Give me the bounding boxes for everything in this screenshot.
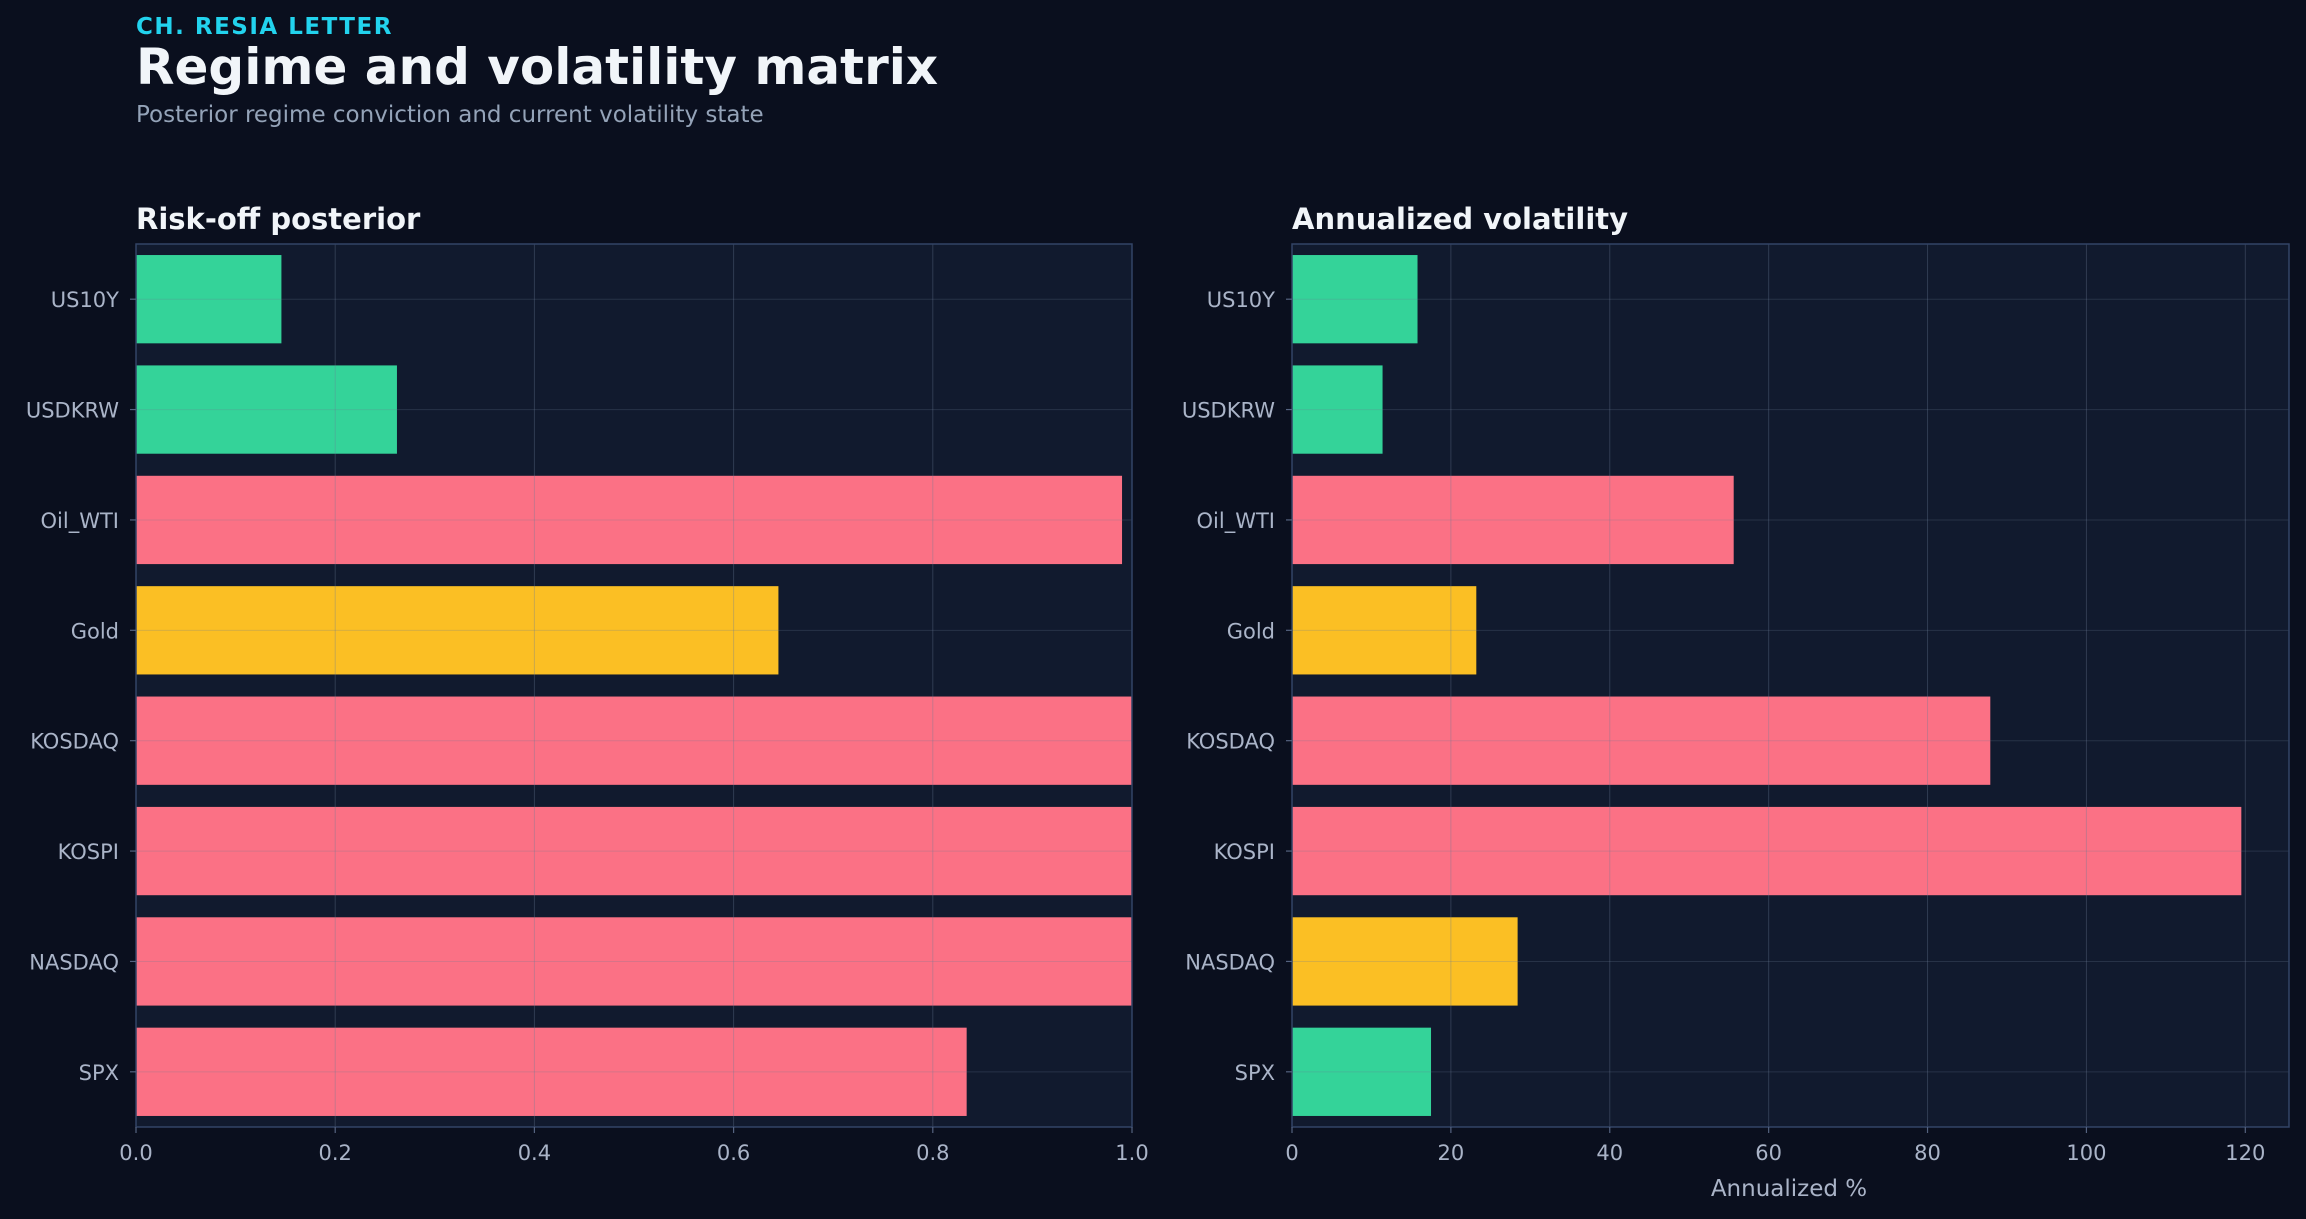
category-label: KOSPI [1214, 840, 1275, 864]
x-tick-label: 0 [1285, 1141, 1298, 1165]
page-subtitle: Posterior regime conviction and current … [136, 102, 764, 128]
category-label: KOSDAQ [30, 730, 119, 754]
kicker-label: CH. RESIA LETTER [136, 14, 393, 40]
category-label: US10Y [51, 288, 119, 312]
category-label: KOSDAQ [1186, 730, 1275, 754]
bar-us10y [1292, 255, 1418, 344]
bar-kospi [1292, 806, 2242, 896]
x-tick-label: 20 [1438, 1141, 1465, 1165]
x-axis-label: Annualized % [1711, 1176, 1867, 1202]
x-tick-label: 0.0 [119, 1141, 152, 1165]
bar-gold [1292, 586, 1477, 675]
x-tick-label: 40 [1596, 1141, 1623, 1165]
chart-title: Risk-off posterior [136, 202, 421, 236]
category-label: NASDAQ [1185, 950, 1275, 974]
category-label: KOSPI [58, 840, 119, 864]
x-tick-label: 0.2 [318, 1141, 351, 1165]
x-tick-label: 60 [1755, 1141, 1782, 1165]
bar-usdkrw [136, 365, 397, 454]
x-tick-label: 0.6 [717, 1141, 750, 1165]
chart-risk-off-posterior: Risk-off posterior US10Y USDKRW Oil_WTI Gol… [26, 202, 1149, 1165]
category-label: Gold [71, 619, 119, 643]
category-label: US10Y [1207, 288, 1275, 312]
chart-annualized-volatility: Annualized volatility Annualized % US10Y… [1182, 202, 2290, 1202]
x-tick-label: 1.0 [1115, 1141, 1148, 1165]
bar-usdkrw [1292, 365, 1383, 454]
category-label: SPX [79, 1061, 119, 1085]
category-label: Gold [1227, 619, 1275, 643]
plot-frame [135, 243, 1133, 1128]
x-tick-label: 80 [1914, 1141, 1941, 1165]
bar-kosdaq [136, 696, 1132, 785]
x-tick-label: 0.8 [916, 1141, 949, 1165]
category-label: SPX [1235, 1061, 1275, 1085]
category-label: Oil_WTI [1197, 509, 1275, 534]
plot-frame [1291, 243, 2290, 1128]
bar-gold [136, 586, 779, 675]
bar-nasdaq [1292, 917, 1518, 1006]
category-label: NASDAQ [29, 950, 119, 974]
bar-nasdaq [136, 917, 1132, 1006]
bar-kospi [136, 806, 1132, 896]
x-tick-label: 100 [2066, 1141, 2106, 1165]
category-label: Oil_WTI [41, 509, 119, 534]
bar-us10y [136, 255, 282, 344]
page-title: Regime and volatility matrix [136, 38, 939, 96]
category-label: USDKRW [26, 399, 119, 423]
chart-title: Annualized volatility [1292, 202, 1628, 236]
bar-spx [136, 1027, 967, 1116]
bar-spx [1292, 1027, 1432, 1116]
x-tick-label: 0.4 [518, 1141, 551, 1165]
category-label: USDKRW [1182, 399, 1275, 423]
x-tick-label: 120 [2225, 1141, 2265, 1165]
bar-kosdaq [1292, 696, 1991, 785]
bar-oil-wti [1292, 475, 1734, 565]
bar-oil-wti [136, 475, 1123, 565]
